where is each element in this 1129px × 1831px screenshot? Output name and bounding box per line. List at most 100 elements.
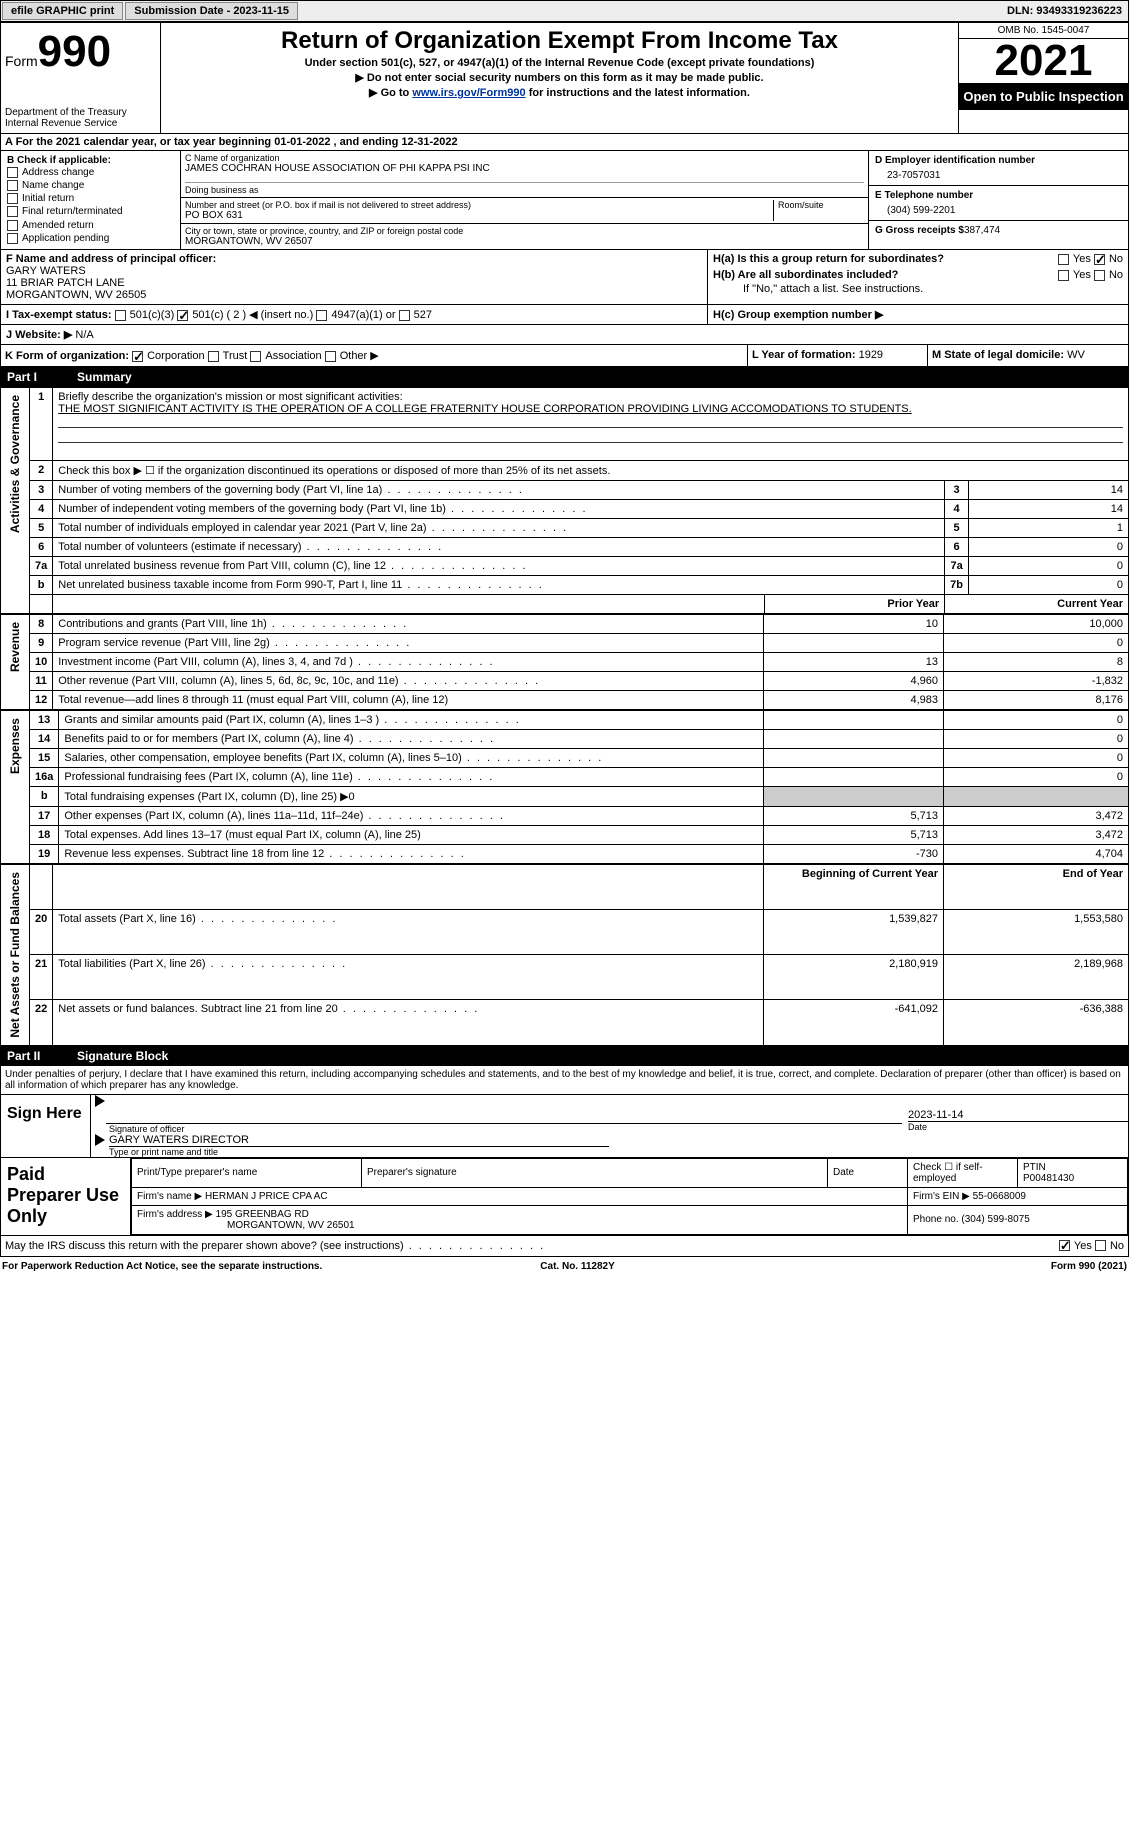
ha-yes[interactable]	[1058, 254, 1069, 265]
summary-netassets: Net Assets or Fund Balances Beginning of…	[0, 864, 1129, 1046]
room-label: Room/suite	[774, 200, 864, 221]
header-block: B Check if applicable: Address change Na…	[0, 151, 1129, 250]
checkbox-name-change[interactable]	[7, 180, 18, 191]
sign-date: 2023-11-14	[908, 1095, 1128, 1121]
ck-other[interactable]	[325, 351, 336, 362]
discuss-text: May the IRS discuss this return with the…	[5, 1240, 545, 1252]
dept-treasury: Department of the Treasury	[5, 107, 156, 118]
ck-assoc[interactable]	[250, 351, 261, 362]
ptin: P00481430	[1023, 1173, 1074, 1184]
dba-label: Doing business as	[185, 182, 864, 195]
officer-addr1: 11 BRIAR PATCH LANE	[6, 277, 702, 289]
gross-label: G Gross receipts $	[875, 225, 964, 236]
line7b-val: 0	[969, 576, 1129, 595]
discuss-no[interactable]	[1095, 1240, 1106, 1251]
paid-preparer: Paid Preparer Use Only Print/Type prepar…	[0, 1158, 1129, 1236]
irs-link[interactable]: www.irs.gov/Form990	[412, 87, 525, 99]
sign-name: GARY WATERS DIRECTOR	[109, 1134, 609, 1147]
state-domicile: WV	[1067, 349, 1085, 361]
ck-4947[interactable]	[316, 310, 327, 321]
hb-no[interactable]	[1094, 270, 1105, 281]
sidebar-netassets: Net Assets or Fund Balances	[6, 868, 24, 1042]
officer-label: F Name and address of principal officer:	[6, 253, 702, 265]
hb-label: H(b) Are all subordinates included?	[713, 269, 898, 281]
firm-name: HERMAN J PRICE CPA AC	[205, 1191, 328, 1202]
foot-cat: Cat. No. 11282Y	[540, 1261, 614, 1272]
officer-name: GARY WATERS	[6, 265, 702, 277]
foot-right: Form 990 (2021)	[1051, 1261, 1127, 1272]
firm-phone: (304) 599-8075	[961, 1214, 1029, 1225]
checkbox-initial-return[interactable]	[7, 193, 18, 204]
firm-addr1: 195 GREENBAG RD	[216, 1209, 309, 1220]
line4-val: 14	[969, 500, 1129, 519]
street-label: Number and street (or P.O. box if mail i…	[185, 200, 773, 210]
sign-here-label: Sign Here	[1, 1095, 91, 1157]
prep-date-label: Date	[828, 1158, 908, 1187]
website: N/A	[75, 329, 93, 341]
public-inspection: Open to Public Inspection	[959, 83, 1128, 110]
arrow-icon	[95, 1134, 105, 1146]
ck-501c3[interactable]	[115, 310, 126, 321]
city: MORGANTOWN, WV 26507	[185, 236, 864, 247]
col-current: Current Year	[945, 595, 1129, 614]
submission-date: Submission Date - 2023-11-15	[125, 2, 298, 20]
hc-label: H(c) Group exemption number ▶	[713, 309, 883, 321]
ck-527[interactable]	[399, 310, 410, 321]
line-2: Check this box ▶ ☐ if the organization d…	[53, 461, 1129, 481]
part1-header: Part ISummary	[0, 367, 1129, 387]
ein: 23-7057031	[875, 166, 1122, 181]
subtitle-1: Under section 501(c), 527, or 4947(a)(1)…	[165, 57, 954, 69]
footer: For Paperwork Reduction Act Notice, see …	[0, 1257, 1129, 1276]
col-end: End of Year	[944, 865, 1129, 910]
checkbox-final-return[interactable]	[7, 206, 18, 217]
ck-corp[interactable]	[132, 351, 143, 362]
mission-label: Briefly describe the organization's miss…	[58, 391, 402, 403]
line6-val: 0	[969, 538, 1129, 557]
form-org-label: K Form of organization:	[5, 350, 129, 362]
prep-check-label: Check ☐ if self-employed	[908, 1158, 1018, 1187]
tel-label: E Telephone number	[875, 190, 1122, 201]
firm-addr2: MORGANTOWN, WV 26501	[227, 1220, 355, 1231]
ck-501c[interactable]	[177, 310, 188, 321]
tax-status-label: I Tax-exempt status:	[6, 309, 112, 321]
discuss-row: May the IRS discuss this return with the…	[0, 1236, 1129, 1257]
efile-button[interactable]: efile GRAPHIC print	[2, 2, 123, 20]
sidebar-activities: Activities & Governance	[6, 391, 24, 537]
prep-name-label: Print/Type preparer's name	[132, 1158, 362, 1187]
hb-yes[interactable]	[1058, 270, 1069, 281]
form-title: Return of Organization Exempt From Incom…	[165, 27, 954, 55]
checkbox-amended[interactable]	[7, 220, 18, 231]
gross-receipts: 387,474	[964, 225, 1000, 236]
mission-text: THE MOST SIGNIFICANT ACTIVITY IS THE OPE…	[58, 403, 911, 415]
line3-val: 14	[969, 481, 1129, 500]
org-name: JAMES COCHRAN HOUSE ASSOCIATION OF PHI K…	[185, 163, 864, 174]
ha-no[interactable]	[1094, 254, 1105, 265]
sidebar-revenue: Revenue	[6, 618, 24, 676]
line7a-val: 0	[969, 557, 1129, 576]
year-formation: 1929	[859, 349, 883, 361]
website-label: J Website: ▶	[6, 329, 72, 341]
col-prior: Prior Year	[765, 595, 945, 614]
prep-sig-label: Preparer's signature	[362, 1158, 828, 1187]
summary-expenses: Expenses 13Grants and similar amounts pa…	[0, 710, 1129, 864]
checkbox-app-pending[interactable]	[7, 233, 18, 244]
irs-label: Internal Revenue Service	[5, 118, 156, 129]
officer-addr2: MORGANTOWN, WV 26505	[6, 289, 702, 301]
street: PO BOX 631	[185, 210, 773, 221]
klm-row: K Form of organization: Corporation Trus…	[0, 345, 1129, 367]
dln: DLN: 93493319236223	[1001, 3, 1128, 19]
city-label: City or town, state or province, country…	[185, 226, 864, 236]
checkbox-address-change[interactable]	[7, 167, 18, 178]
summary-governance: Activities & Governance 1 Briefly descri…	[0, 387, 1129, 614]
ck-trust[interactable]	[208, 351, 219, 362]
sign-here: Sign Here Signature of officer 2023-11-1…	[0, 1094, 1129, 1158]
fg-block: F Name and address of principal officer:…	[0, 250, 1129, 345]
ha-label: H(a) Is this a group return for subordin…	[713, 253, 944, 265]
penalties-text: Under penalties of perjury, I declare th…	[0, 1066, 1129, 1094]
sig-officer-label: Signature of officer	[109, 1124, 908, 1134]
ein-label: D Employer identification number	[875, 155, 1122, 166]
arrow-icon	[95, 1095, 105, 1107]
name-label: C Name of organization	[185, 153, 864, 163]
discuss-yes[interactable]	[1059, 1240, 1070, 1251]
block-b-label: B Check if applicable:	[7, 155, 174, 166]
